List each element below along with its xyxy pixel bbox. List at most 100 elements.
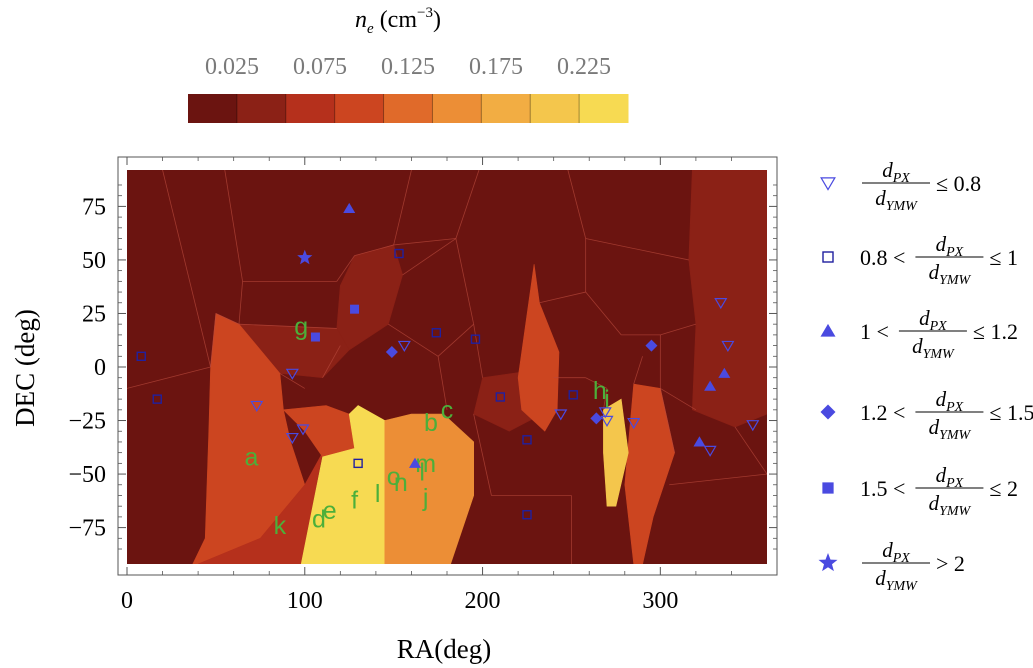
voronoi-edge [473,414,492,496]
data-point-triangle-down-open [714,298,728,310]
legend-denominator: dYMW [875,566,918,594]
legend-denominator: dYMW [875,186,918,214]
voronoi-cell [197,452,323,564]
legend-denominator: dYMW [912,334,955,362]
colorbar-tick-label: 0.075 [293,54,347,80]
legend-suffix: ≤ 2 [989,476,1018,501]
colorbar-swatch [285,94,336,123]
colorbar-tick-label: 0.175 [469,54,523,80]
colorbar-tick-label: 0.225 [557,54,611,80]
data-point-triangle-down-open [285,432,299,445]
data-markers [136,202,760,520]
colorbar-title-unit: (cm [374,7,418,33]
group-label: n [394,469,408,497]
legend-prefix: 0.8 < [860,245,905,270]
y-tick-label: 25 [82,301,106,327]
voronoi-cell [384,413,475,564]
data-point-square-open [522,435,532,445]
colorbar-tick-labels: 0.025 0.075 0.125 0.175 0.225 [205,54,611,80]
data-point-triangle-up [693,436,706,447]
group-label: o [387,463,401,491]
colorbar-swatch [579,94,629,123]
voronoi-edge [437,323,474,357]
legend-prefix: 1 < [860,319,889,344]
colorbar-swatch [432,94,482,123]
group-label: d [312,506,326,534]
voronoi-edge [127,366,211,389]
voronoi-edge [388,323,439,357]
y-axis-label: DEC (deg) [10,309,40,427]
legend-suffix: ≤ 1.2 [973,319,1018,344]
legend-numerator: dPX [936,387,964,415]
data-point-square-open [470,334,481,344]
voronoi-edge [539,291,586,304]
voronoi-cell [517,264,560,432]
voronoi-edge [585,291,622,336]
voronoi-edge [455,238,475,325]
voronoi-edge [238,323,337,329]
voronoi-edge [238,281,243,325]
voronoi-cell [688,170,767,428]
legend-marker [820,323,836,337]
y-tick-label: 0 [94,355,106,381]
data-point-triangle-down-open [296,424,310,436]
legend-suffix: ≤ 0.8 [936,171,981,196]
legend-numerator: dPX [936,232,964,260]
legend-prefix: 1.2 < [860,400,905,425]
voronoi-edge [585,238,689,261]
data-point-square-open [394,248,404,259]
legend-suffix: > 2 [936,551,965,576]
colorbar-title-base: n [355,7,367,33]
data-point-diamond [590,412,603,425]
data-point-star [297,249,313,265]
y-tick-label: 50 [82,248,106,274]
data-point-triangle-down-open [746,420,760,432]
x-tick-label: 300 [642,588,678,614]
colorbar-title-sub: e [367,21,374,37]
group-label: f [351,486,358,514]
data-point-triangle-down-open [554,409,568,421]
voronoi-edge [585,377,608,389]
colorbar-swatch [481,94,531,123]
group-label: m [415,450,436,478]
voronoi-edge [633,356,643,385]
data-point-triangle-down-open [397,340,411,352]
colorbar-title-close: ) [433,7,441,33]
voronoi-edge [393,238,456,246]
group-label: h [593,377,607,405]
legend-denominator: dYMW [929,415,972,443]
voronoi-cell [603,398,629,507]
group-label: b [424,409,438,437]
group-label: j [422,484,429,512]
data-point-square-open [522,510,532,520]
x-axis-label: RA(deg) [397,634,491,664]
legend-numerator: dPX [936,463,964,491]
data-point-triangle-up [718,367,731,378]
data-point-triangle-up [409,457,421,468]
group-label: a [244,444,258,472]
x-tick-label: 0 [121,588,133,614]
voronoi-edge [603,388,608,410]
data-point-triangle-down-open [627,417,641,430]
colorbar-swatch [236,94,287,123]
colorbar-tick-label: 0.025 [205,54,259,80]
voronoi-edge [473,324,483,378]
voronoi-edge [567,170,587,239]
voronoi-edge [659,388,675,453]
data-point-square-open [136,351,146,361]
data-point-square-open [353,458,363,469]
data-point-triangle-up [343,202,356,214]
legend-numerator: dPX [882,538,910,566]
data-point-triangle-up [704,380,717,391]
legend-numerator: dPX [919,306,947,334]
y-tick-label: −50 [68,462,106,488]
voronoi-edge [215,313,240,325]
